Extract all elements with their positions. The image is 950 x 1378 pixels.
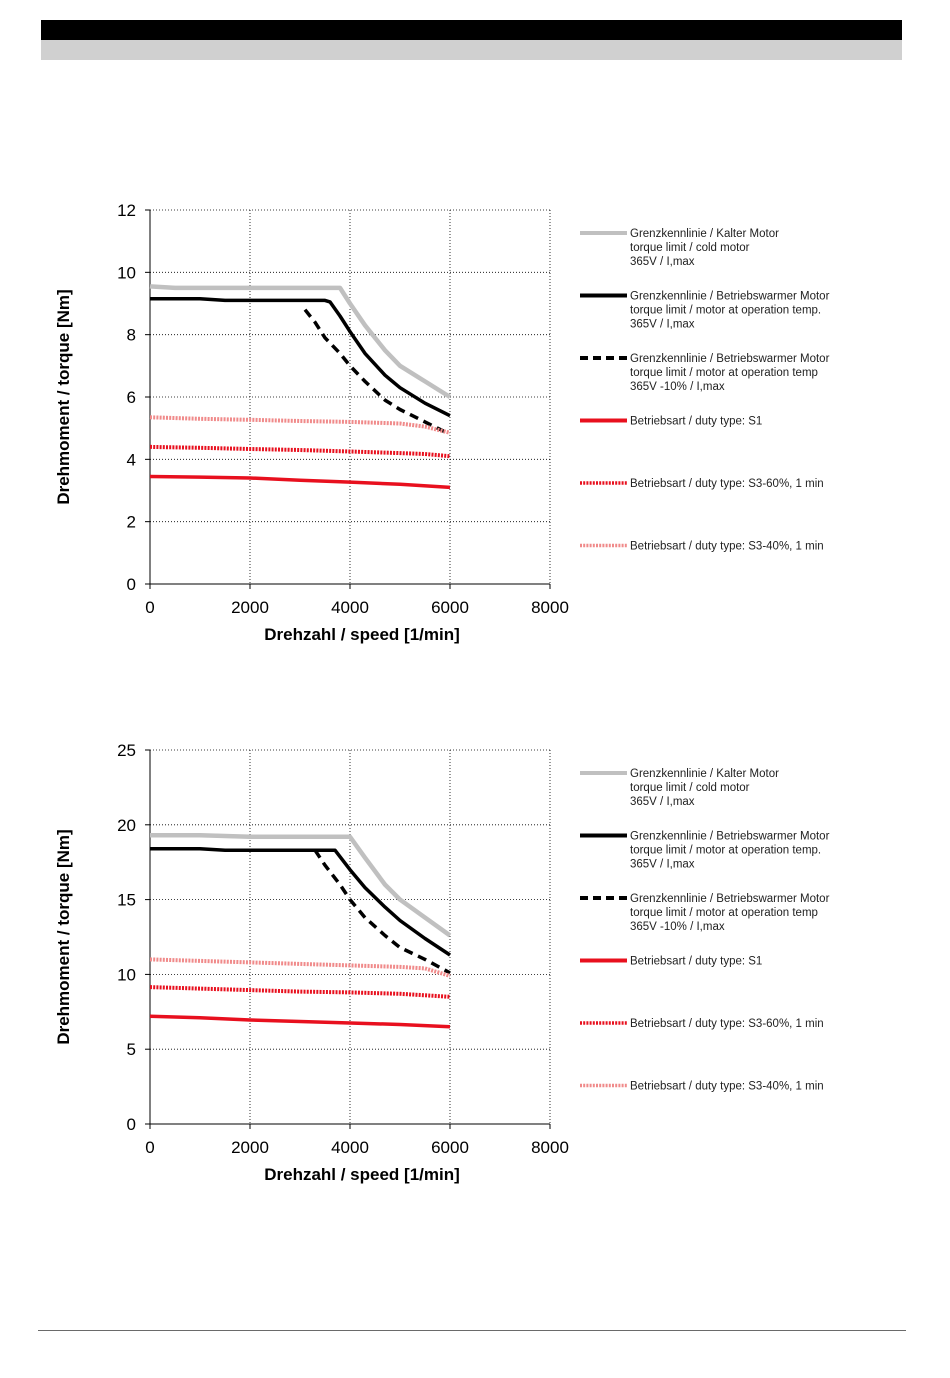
legend-label-2: Grenzkennlinie / Betriebswarmer Motor tor… — [630, 291, 830, 331]
y-tick-label: 5 — [127, 1040, 136, 1059]
series-line-3 — [313, 849, 451, 975]
y-tick-label: 0 — [127, 575, 136, 594]
y-axis-label: Drehmoment / torque [Nm] — [54, 829, 73, 1044]
series-line-5 — [149, 444, 451, 459]
x-tick-label: 6000 — [431, 598, 469, 617]
legend-label-6: Betriebsart / duty type: S3-40%, 1 min — [630, 541, 824, 553]
legend: Grenzkennlinie / Kalter Motor torque limi… — [580, 768, 830, 1093]
legend-label-3: Grenzkennlinie / Betriebswarmer Motor tor… — [630, 353, 830, 393]
y-tick-label: 4 — [127, 450, 136, 469]
series-line-6 — [149, 957, 451, 978]
x-tick-label: 6000 — [431, 1138, 469, 1157]
legend-label-2: Grenzkennlinie / Betriebswarmer Motor tor… — [630, 831, 830, 871]
torque-speed-chart-1: 0 2 4 6 8 10 12 0 2000 4000 6000 8000 Drehzahl / spe… — [0, 180, 950, 660]
x-tick-label: 0 — [145, 1138, 154, 1157]
series-line-4 — [149, 1014, 451, 1029]
series-line-6 — [149, 415, 451, 435]
y-tick-label: 15 — [117, 891, 136, 910]
x-tick-label: 8000 — [531, 598, 569, 617]
x-axis-label: Drehzahl / speed [1/min] — [264, 1165, 460, 1184]
legend-label-6: Betriebsart / duty type: S3-40%, 1 min — [630, 1081, 824, 1093]
x-tick-label: 4000 — [331, 1138, 369, 1157]
y-tick-label: 10 — [117, 263, 136, 282]
chart-svg: 0 2 4 6 8 10 12 0 2000 4000 6000 8000 Drehzahl / spe… — [54, 201, 830, 644]
x-tick-label: 2000 — [231, 1138, 269, 1157]
header-subbar — [41, 40, 902, 60]
series-line-3 — [303, 308, 451, 436]
legend-label-3: Grenzkennlinie / Betriebswarmer Motor tor… — [630, 893, 830, 933]
legend-label-5: Betriebsart / duty type: S3-60%, 1 min — [630, 478, 824, 490]
grid — [150, 209, 551, 584]
series-line-5 — [149, 985, 451, 999]
x-tick-label: 2000 — [231, 598, 269, 617]
x-tick-label: 0 — [145, 598, 154, 617]
y-tick-label: 6 — [127, 388, 136, 407]
y-tick-label: 10 — [117, 965, 136, 984]
footer-rule — [38, 1330, 906, 1331]
series-line-2 — [150, 846, 451, 957]
legend: Grenzkennlinie / Kalter Motor torque limi… — [580, 228, 830, 553]
y-tick-label: 0 — [127, 1115, 136, 1134]
chart-svg: 0 5 10 15 20 25 0 2000 4000 6000 8000 Drehzahl / sp… — [54, 741, 830, 1184]
y-tick-label: 25 — [117, 741, 136, 760]
series-line-2 — [150, 297, 451, 418]
legend-label-4: Betriebsart / duty type: S1 — [630, 416, 762, 428]
x-tick-label: 4000 — [331, 598, 369, 617]
series-line-4 — [149, 474, 451, 490]
legend-label-1: Grenzkennlinie / Kalter Motor torque limi… — [630, 768, 779, 808]
y-axis-label: Drehmoment / torque [Nm] — [54, 289, 73, 504]
legend-label-5: Betriebsart / duty type: S3-60%, 1 min — [630, 1018, 824, 1030]
legend-label-1: Grenzkennlinie / Kalter Motor torque limi… — [630, 228, 779, 268]
x-tick-label: 8000 — [531, 1138, 569, 1157]
y-tick-label: 8 — [127, 326, 136, 345]
legend-label-4: Betriebsart / duty type: S1 — [630, 956, 762, 968]
x-axis-label: Drehzahl / speed [1/min] — [264, 625, 460, 644]
y-tick-label: 20 — [117, 816, 136, 835]
grid — [150, 749, 551, 1124]
y-tick-label: 12 — [117, 201, 136, 220]
series-line-1 — [149, 284, 452, 399]
y-tick-label: 2 — [127, 513, 136, 532]
torque-speed-chart-2: 0 5 10 15 20 25 0 2000 4000 6000 8000 Drehzahl / sp… — [0, 720, 950, 1200]
series-line-1 — [150, 833, 452, 938]
header-bar — [41, 20, 902, 40]
